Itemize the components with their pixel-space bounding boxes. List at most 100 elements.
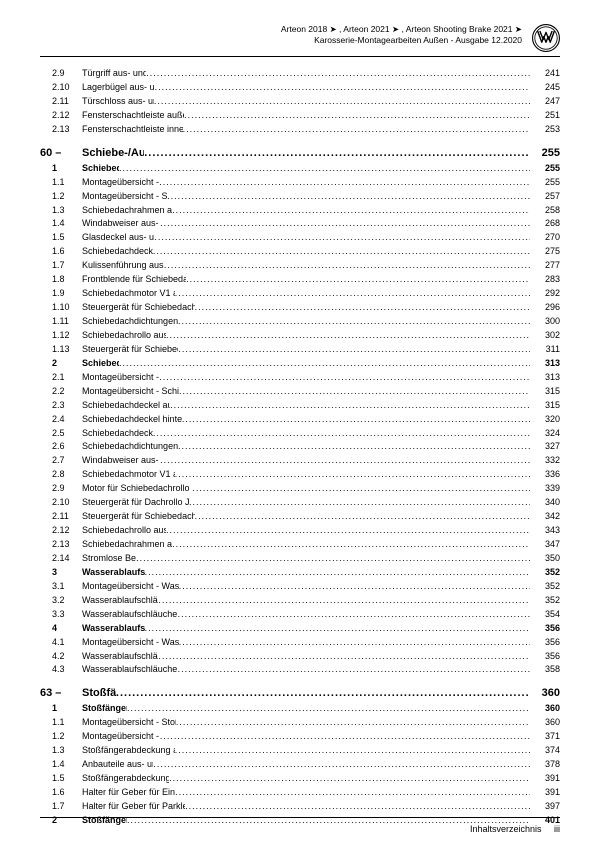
toc-title: Schiebedachmotor V1 aus- und einbauen: [82, 468, 175, 482]
toc-page: 292: [530, 287, 560, 301]
toc-title: Schiebedachrahmen aus- und einbauen: [82, 204, 172, 218]
toc-leader-dots: [119, 162, 530, 176]
toc-page: 313: [530, 371, 560, 385]
toc-number: 1: [52, 162, 82, 176]
toc-leader-dots: [184, 109, 530, 123]
toc-row: 60 –Schiebe-/Ausstelldach 255: [40, 145, 560, 162]
toc-leader-dots: [179, 636, 530, 650]
toc-number: 3.1: [52, 580, 82, 594]
toc-leader-dots: [175, 786, 530, 800]
toc-leader-dots: [145, 566, 530, 580]
toc-leader-dots: [178, 440, 530, 454]
toc-page: 327: [530, 440, 560, 454]
toc-number: 1.8: [52, 273, 82, 287]
toc-leader-dots: [164, 259, 530, 273]
toc-leader-dots: [160, 730, 530, 744]
header-rule: [40, 56, 560, 57]
toc-title: Wasserablaufschläuche: [82, 566, 145, 580]
toc-number: 2.12: [52, 109, 82, 123]
toc-title: Frontblende für Schiebedach aus- und ein…: [82, 273, 186, 287]
toc-row: 3.2Wasserablaufschläuche reinigen 352: [40, 594, 560, 608]
toc-row: 4.3Wasserablaufschläuche aus- und einbau…: [40, 663, 560, 677]
toc-row: 1.6Schiebedachdeckel einstellen 275: [40, 245, 560, 259]
toc-title: Stoßfängerabdeckung in Stand setzen: [82, 772, 169, 786]
toc-page: 356: [530, 622, 560, 636]
toc-page: 315: [530, 385, 560, 399]
toc-leader-dots: [175, 744, 530, 758]
header-line-1: Arteon 2018 ➤ , Arteon 2021 ➤ , Arteon S…: [281, 24, 522, 35]
toc-row: 4Wasserablaufschläuche 356: [40, 622, 560, 636]
toc-number: 2.9: [52, 67, 82, 81]
toc-title: Montageübersicht - Wasserablaufschläuche: [82, 636, 179, 650]
toc-number: 1: [52, 702, 82, 716]
toc-number: 1.5: [52, 231, 82, 245]
toc-number: 1.2: [52, 730, 82, 744]
toc-leader-dots: [119, 357, 530, 371]
toc-number: 2.4: [52, 413, 82, 427]
toc-row: 2.11Steuergerät für Schiebedach J245 aus…: [40, 510, 560, 524]
toc-row: 2.1Montageübersicht - Schiebedach 313: [40, 371, 560, 385]
toc-page: 352: [530, 566, 560, 580]
toc-leader-dots: [195, 510, 530, 524]
toc-title: Anbauteile aus- und einbauen: [82, 758, 153, 772]
toc-title: Halter für Geber für Parklenkassistent e…: [82, 800, 185, 814]
toc-leader-dots: [145, 622, 530, 636]
toc-page: 255: [530, 162, 560, 176]
toc-number: 1.12: [52, 329, 82, 343]
toc-page: 313: [530, 357, 560, 371]
toc-leader-dots: [158, 650, 530, 664]
toc-leader-dots: [153, 427, 530, 441]
toc-row: 3.3Wasserablaufschläuche aus- und einbau…: [40, 608, 560, 622]
toc-row: 1.3Schiebedachrahmen aus- und einbauen 2…: [40, 204, 560, 218]
toc-title: Stromlose Betätigung: [82, 552, 136, 566]
toc-leader-dots: [159, 371, 530, 385]
toc-title: Schiebedachrollo aus- und einbauen: [82, 524, 166, 538]
toc-page: 352: [530, 594, 560, 608]
toc-title: Wasserablaufschläuche aus- und einbauen: [82, 663, 178, 677]
toc-leader-dots: [159, 176, 530, 190]
toc-page: 352: [530, 580, 560, 594]
toc-row: 2.6Schiebedachdichtungen aus- und einbau…: [40, 440, 560, 454]
toc-title: Windabweiser aus- und einbauen: [82, 217, 160, 231]
toc-page: 391: [530, 786, 560, 800]
toc-number: 1.2: [52, 190, 82, 204]
toc-leader-dots: [154, 231, 530, 245]
toc-title: Schiebedachdeckel einstellen: [82, 427, 153, 441]
toc-row: 1.7Kulissenführung aus- und einbauen 277: [40, 259, 560, 273]
toc-row: 3Wasserablaufschläuche 352: [40, 566, 560, 580]
toc-row: 1.12Schiebedachrollo aus- und einbauen 3…: [40, 329, 560, 343]
toc-title: Glasdeckel aus- und einbauen: [82, 231, 154, 245]
toc-leader-dots: [179, 385, 530, 399]
toc-number: 2.14: [52, 552, 82, 566]
toc-number: 2.13: [52, 538, 82, 552]
toc-row: 1Stoßfänger vorn 360: [40, 702, 560, 716]
toc-page: 354: [530, 608, 560, 622]
toc-number: 2.7: [52, 454, 82, 468]
toc-row: 2Schiebedach 313: [40, 357, 560, 371]
toc-number: 1.11: [52, 315, 82, 329]
toc-title: Wasserablaufschläuche: [82, 622, 145, 636]
toc-page: 268: [530, 217, 560, 231]
toc-row: 1.3Stoßfängerabdeckung aus- und einbauen…: [40, 744, 560, 758]
toc-page: 356: [530, 636, 560, 650]
toc-title: Wasserablaufschläuche reinigen: [82, 650, 158, 664]
toc-title: Montageübersicht - Aufprallträger: [82, 730, 160, 744]
toc-leader-dots: [166, 329, 530, 343]
toc-page: 247: [530, 95, 560, 109]
toc-page: 283: [530, 273, 560, 287]
toc-title: Steuergerät für Schiebedach J245 aus- un…: [82, 510, 195, 524]
toc-leader-dots: [172, 538, 530, 552]
toc-number: 1.5: [52, 772, 82, 786]
footer-rule: [40, 817, 560, 818]
toc-title: Schiebedach: [82, 357, 119, 371]
toc-number: 1.10: [52, 301, 82, 315]
toc-row: 1.13Steuergerät für Schiebedach J245 anl…: [40, 343, 560, 357]
toc-title: Montageübersicht - Stoßfängerabdeckung: [82, 716, 176, 730]
toc-row: 2.13Fensterschachtleiste innen aus- und …: [40, 123, 560, 137]
toc-row: 2.13Schiebedachrahmen aus- und einbauen …: [40, 538, 560, 552]
toc-number: 2.5: [52, 427, 82, 441]
toc-leader-dots: [195, 301, 530, 315]
toc-page: 255: [530, 145, 560, 162]
toc-row: 1.1Montageübersicht - Stoßfängerabdeckun…: [40, 716, 560, 730]
toc-title: Wasserablaufschläuche reinigen: [82, 594, 158, 608]
